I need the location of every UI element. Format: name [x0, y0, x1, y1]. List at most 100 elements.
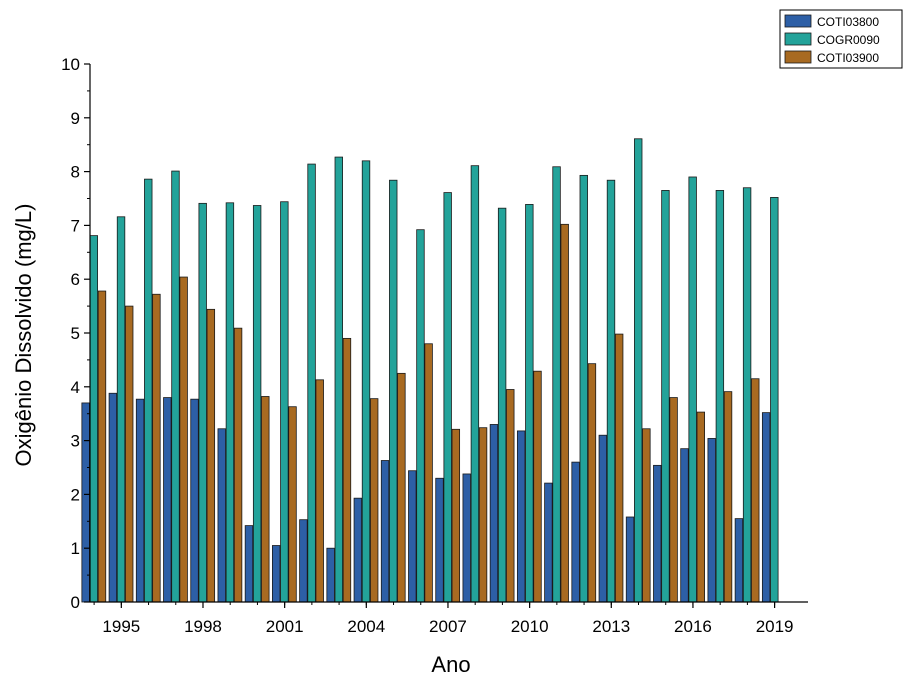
bar-coti03800-2014 [625, 516, 635, 603]
bar-coti03900-2005 [397, 372, 406, 603]
legend-swatch-coti03800 [784, 14, 812, 28]
x-tick-label: 2013 [592, 617, 630, 636]
bar-cogr0090-2012 [579, 174, 588, 603]
bar-coti03800-2019 [761, 412, 771, 603]
bar-cogr0090-2001 [280, 201, 289, 603]
bar-coti03800-2003 [326, 547, 335, 603]
bar-coti03900-2001 [288, 406, 297, 603]
bar-coti03900-2003 [342, 337, 352, 603]
y-tick-label: 2 [71, 485, 80, 504]
bar-coti03900-2000 [261, 396, 270, 603]
y-tick-label: 9 [71, 109, 80, 128]
bar-coti03800-2010 [516, 430, 526, 603]
bar-coti03900-2015 [669, 397, 678, 603]
y-tick-label: 4 [71, 378, 80, 397]
bar-coti03800-1997 [163, 397, 172, 603]
bar-cogr0090-2013 [606, 179, 616, 603]
bar-coti03800-2011 [544, 482, 553, 603]
bar-cogr0090-2019 [770, 197, 779, 603]
bar-cogr0090-2003 [334, 156, 343, 603]
bar-coti03800-2006 [408, 470, 417, 603]
bar-coti03900-2006 [424, 343, 433, 603]
bar-coti03800-2008 [462, 473, 471, 603]
bar-cogr0090-2005 [389, 179, 398, 603]
bar-cogr0090-2007 [443, 192, 452, 603]
bar-coti03900-1996 [152, 293, 161, 603]
bar-coti03800-2009 [489, 424, 499, 603]
bar-coti03900-2002 [315, 379, 324, 603]
bar-cogr0090-2014 [634, 138, 643, 603]
bar-coti03900-1994 [97, 290, 107, 603]
legend-swatch-coti03900 [784, 50, 812, 64]
bar-cogr0090-2006 [416, 229, 425, 603]
bar-coti03900-2018 [751, 378, 760, 603]
legend-label-coti03800: COTI03800 [817, 15, 879, 29]
bar-coti03800-2000 [244, 525, 254, 603]
bar-coti03800-2012 [571, 461, 580, 603]
y-axis-title: Oxigênio Dissolvido (mg/L) [11, 204, 36, 467]
bar-cogr0090-2010 [525, 204, 534, 603]
bar-coti03800-2013 [598, 434, 608, 603]
legend-swatch-cogr0090 [784, 32, 812, 46]
bar-coti03900-2010 [533, 370, 542, 603]
bar-coti03900-2011 [560, 223, 569, 603]
x-tick-label: 2007 [429, 617, 467, 636]
bar-coti03800-2002 [299, 519, 308, 603]
bar-coti03800-2016 [680, 448, 689, 603]
bar-coti03900-1995 [125, 305, 134, 603]
bar-cogr0090-2016 [688, 176, 697, 603]
bars-group [81, 138, 779, 603]
x-tick-label: 1995 [102, 617, 140, 636]
legend: COTI03800 COGR0090 COTI03900 [779, 9, 903, 69]
bar-coti03900-2007 [451, 428, 461, 603]
y-tick-label: 1 [71, 539, 80, 558]
bar-coti03800-1996 [135, 398, 145, 603]
bar-coti03900-2017 [723, 391, 733, 603]
bar-cogr0090-1999 [225, 202, 235, 603]
y-tick-label: 7 [71, 216, 80, 235]
bar-cogr0090-2000 [252, 205, 262, 603]
bar-coti03800-2001 [271, 545, 281, 603]
bar-cogr0090-2004 [361, 160, 371, 603]
bar-cogr0090-1996 [144, 178, 153, 603]
axes: 0 1 2 3 4 5 6 7 8 9 10 1995 1998 2001 2004 2007 2010 2013… [61, 55, 808, 636]
bar-cogr0090-2018 [742, 187, 752, 603]
bar-coti03800-1994 [81, 402, 90, 603]
bar-cogr0090-2008 [470, 165, 480, 603]
bar-coti03900-1997 [179, 276, 188, 603]
bar-cogr0090-1994 [89, 235, 98, 603]
x-tick-label: 2016 [674, 617, 712, 636]
bar-coti03800-2004 [353, 497, 363, 603]
x-tick-label: 2001 [266, 617, 304, 636]
x-tick-label: 2019 [756, 617, 794, 636]
bar-cogr0090-2002 [307, 163, 316, 603]
bar-coti03800-2015 [653, 464, 662, 603]
x-tick-label: 2010 [511, 617, 549, 636]
x-tick-label: 1998 [184, 617, 222, 636]
bar-cogr0090-1995 [116, 216, 126, 603]
bar-coti03900-2016 [696, 411, 706, 603]
bar-cogr0090-1997 [171, 170, 180, 603]
bar-cogr0090-2011 [552, 166, 561, 603]
bar-coti03800-2017 [707, 438, 716, 603]
bar-cogr0090-1998 [198, 202, 207, 603]
y-tick-label: 3 [71, 432, 80, 451]
bar-cogr0090-2017 [715, 190, 725, 603]
y-tick-label: 5 [71, 324, 80, 343]
bar-coti03900-2012 [587, 363, 597, 603]
bar-cogr0090-2009 [497, 207, 507, 603]
y-tick-label: 8 [71, 163, 80, 182]
bar-coti03800-1995 [108, 392, 118, 603]
bar-coti03800-2007 [435, 477, 444, 603]
bar-coti03800-1999 [217, 428, 226, 603]
bar-coti03900-2008 [478, 427, 488, 603]
bar-coti03800-2018 [734, 518, 744, 603]
bar-coti03900-2013 [614, 333, 624, 603]
y-tick-label: 6 [71, 270, 80, 289]
bar-coti03900-1999 [233, 327, 243, 603]
bar-coti03900-2014 [642, 428, 651, 603]
y-tick-label: 10 [61, 55, 80, 74]
x-tick-label: 2004 [347, 617, 385, 636]
bar-coti03900-1998 [206, 308, 216, 603]
